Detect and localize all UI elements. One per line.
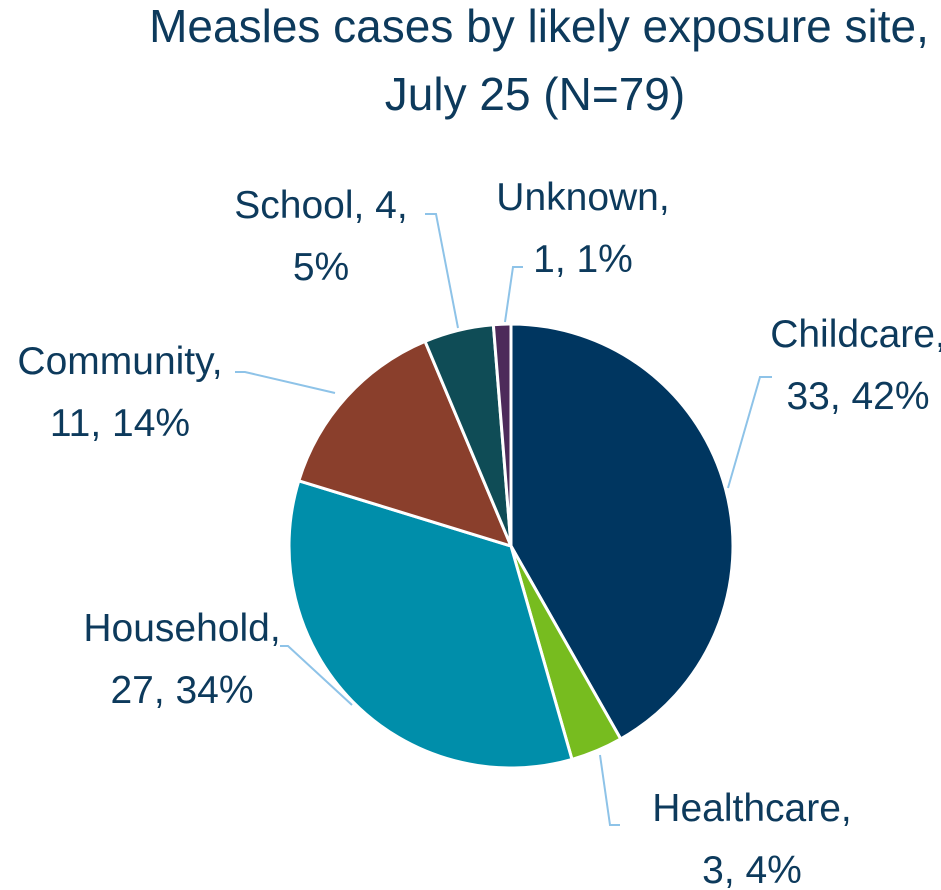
pie-slice-household [287,478,574,770]
leader-line-school [425,213,459,329]
slice-label-line: 27, 34% [110,669,253,712]
slice-label-community: Community, 11, 14% [17,340,222,445]
slice-label-line: 33, 42% [786,375,929,418]
slice-label-household: Household, 27, 34% [83,607,280,712]
slice-label-line: Community, [17,340,222,383]
leader-line-healthcare [599,754,620,826]
slice-label-childcare: Childcare, 33, 42% [770,313,941,418]
leader-line-household [280,645,353,706]
slice-label-unknown: Unknown, 1, 1% [496,176,669,281]
chart-title-line-2: July 25 (N=79) [385,68,685,120]
chart-title: Measles cases by likely exposure site, J… [149,0,929,120]
pie-slices [287,322,735,770]
slice-label-school: School, 4, 5% [234,184,407,289]
slice-label-line: 3, 4% [702,849,802,890]
slice-label-line: Unknown, [496,176,669,219]
pie-slice-childcare [509,322,735,742]
slice-label-line: Household, [83,607,280,650]
leader-line-unknown [504,266,523,323]
slice-label-line: Childcare, [770,313,941,356]
pie-slice-unknown [491,322,513,547]
slice-label-line: School, 4, [234,184,407,227]
slice-label-line: 1, 1% [533,238,633,281]
slice-label-healthcare: Healthcare, 3, 4% [652,787,851,890]
leader-lines [235,213,772,826]
slice-label-line: Healthcare, [652,787,851,830]
leader-line-childcare [727,376,772,489]
chart-title-line-1: Measles cases by likely exposure site, [149,0,929,52]
slice-labels: Childcare, 33, 42% Healthcare, 3, 4% Househo… [17,176,941,890]
slice-label-line: 5% [293,246,349,289]
slice-label-line: 11, 14% [50,402,190,445]
leader-line-community [235,371,336,394]
pie-slice-community [296,339,514,549]
